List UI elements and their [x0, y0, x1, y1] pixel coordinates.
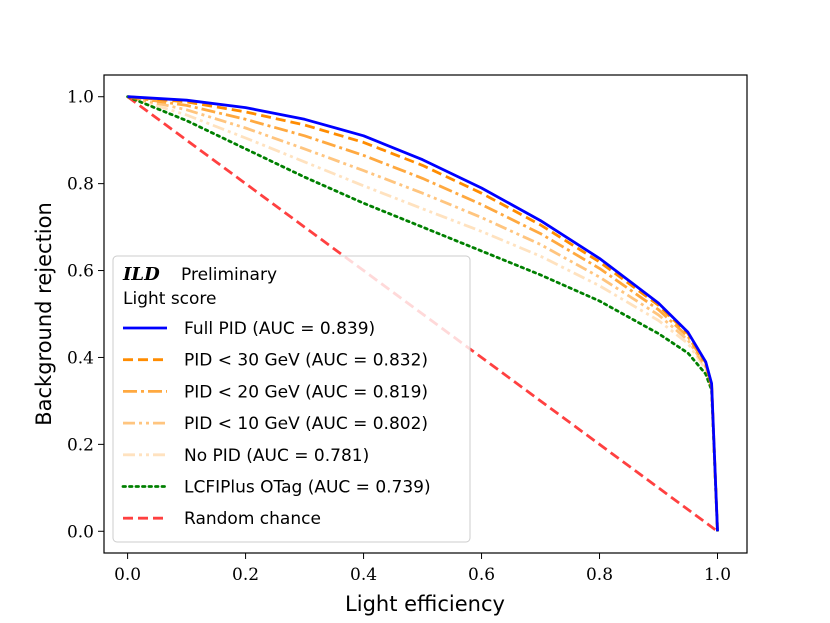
legend: ILD Preliminary Light score Full PID (AU… — [112, 255, 471, 543]
legend-entry-label: PID < 20 GeV (AUC = 0.819) — [184, 382, 428, 402]
x-tick-label: 0.6 — [468, 565, 495, 585]
series-line-no-pid-auc-0-781 — [127, 95, 719, 532]
y-tick-label: 0.0 — [67, 522, 94, 542]
y-tick-label: 0.4 — [67, 348, 94, 368]
x-axis-label: Light efficiency — [345, 592, 505, 616]
legend-entry-label: PID < 30 GeV (AUC = 0.832) — [184, 351, 428, 371]
plot-frame — [103, 74, 748, 554]
x-tick-label: 0.8 — [586, 565, 613, 585]
y-axis-ticks: 0.0 0.2 0.4 0.6 0.8 1.0 — [67, 88, 104, 542]
legend-subtitle: Light score — [123, 289, 217, 309]
legend-brand: ILD — [122, 264, 160, 285]
x-tick-label: 1.0 — [704, 565, 731, 585]
legend-entry-label: PID < 10 GeV (AUC = 0.802) — [184, 414, 428, 434]
y-axis-label: Background rejection — [32, 202, 56, 426]
y-tick-label: 0.8 — [67, 175, 94, 195]
series-line-pid-10-gev-auc-0-802 — [127, 95, 719, 532]
y-tick-label: 0.6 — [67, 262, 94, 282]
y-tick-label: 0.2 — [67, 435, 94, 455]
y-tick-label: 1.0 — [67, 88, 94, 108]
x-tick-label: 0.0 — [114, 565, 141, 585]
series-line-lcfiplus-otag-auc-0-739 — [126, 95, 719, 533]
legend-entry-label: Full PID (AUC = 0.839) — [184, 319, 375, 339]
x-tick-label: 0.4 — [350, 565, 377, 585]
legend-box — [112, 255, 471, 543]
legend-entry-label: LCFIPlus OTag (AUC = 0.739) — [184, 478, 431, 498]
series-layer — [126, 95, 719, 533]
legend-entry-label: No PID (AUC = 0.781) — [184, 446, 369, 466]
legend-entries: Full PID (AUC = 0.839) PID < 30 GeV (AUC … — [121, 319, 431, 529]
legend-entry-label: Random chance — [184, 509, 321, 529]
series-line-full-pid-auc-0-839 — [127, 95, 719, 532]
x-tick-label: 0.2 — [232, 565, 259, 585]
x-axis-ticks: 0.0 0.2 0.4 0.6 0.8 1.0 — [114, 553, 731, 585]
legend-brand-suffix: Preliminary — [181, 265, 277, 285]
